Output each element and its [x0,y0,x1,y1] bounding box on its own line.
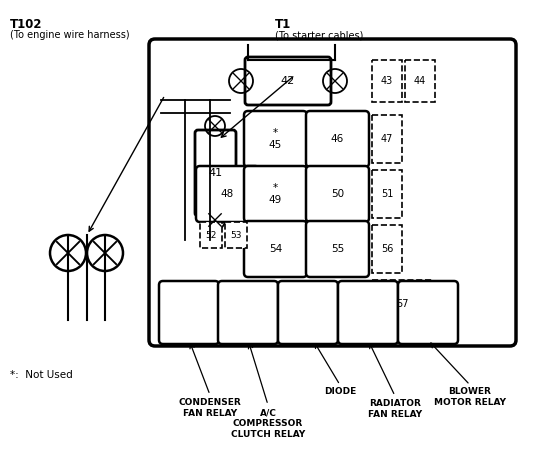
Bar [405,60,435,102]
Text: 47: 47 [381,134,393,144]
Bar [225,222,247,248]
Text: *:  Not Used: *: Not Used [10,370,73,380]
Text: 53: 53 [230,230,242,240]
FancyBboxPatch shape [398,281,458,344]
FancyBboxPatch shape [244,166,307,222]
FancyBboxPatch shape [159,281,219,344]
Bar [200,222,222,248]
Text: BLOWER
MOTOR RELAY: BLOWER MOTOR RELAY [434,387,506,407]
Text: A/C
COMPRESSOR
CLUTCH RELAY: A/C COMPRESSOR CLUTCH RELAY [231,408,305,439]
Text: *
49: * 49 [269,183,282,205]
Text: 48: 48 [221,189,234,199]
Text: (To engine wire harness): (To engine wire harness) [10,30,130,40]
FancyBboxPatch shape [245,57,331,105]
Text: DIODE: DIODE [324,387,356,396]
Bar [372,115,402,163]
FancyBboxPatch shape [218,281,278,344]
Text: T102: T102 [10,18,42,31]
Text: 44: 44 [414,76,426,86]
FancyBboxPatch shape [278,281,338,344]
Bar [372,170,402,218]
Text: 41: 41 [209,168,222,178]
FancyBboxPatch shape [338,281,398,344]
Text: 42: 42 [281,76,295,86]
Text: 56: 56 [381,244,393,254]
Text: RADIATOR
FAN RELAY: RADIATOR FAN RELAY [368,399,422,419]
Text: 51: 51 [381,189,393,199]
FancyBboxPatch shape [306,166,369,222]
FancyBboxPatch shape [244,221,307,277]
Text: 50: 50 [331,189,344,199]
Text: *
45: * 45 [269,128,282,150]
Text: 52: 52 [205,230,217,240]
FancyBboxPatch shape [149,39,516,346]
FancyBboxPatch shape [195,130,236,216]
Text: 55: 55 [331,244,344,254]
Text: CONDENSER
FAN RELAY: CONDENSER FAN RELAY [178,398,241,418]
Bar [372,280,432,328]
Bar [372,225,402,273]
Text: (To starter cables): (To starter cables) [275,30,363,40]
Text: 43: 43 [381,76,393,86]
Text: T1: T1 [275,18,291,31]
Text: 46: 46 [331,134,344,144]
FancyBboxPatch shape [196,166,259,222]
FancyBboxPatch shape [244,111,307,167]
FancyBboxPatch shape [306,111,369,167]
FancyBboxPatch shape [306,221,369,277]
Text: 57: 57 [396,299,408,309]
Bar [372,60,402,102]
Text: 54: 54 [269,244,282,254]
